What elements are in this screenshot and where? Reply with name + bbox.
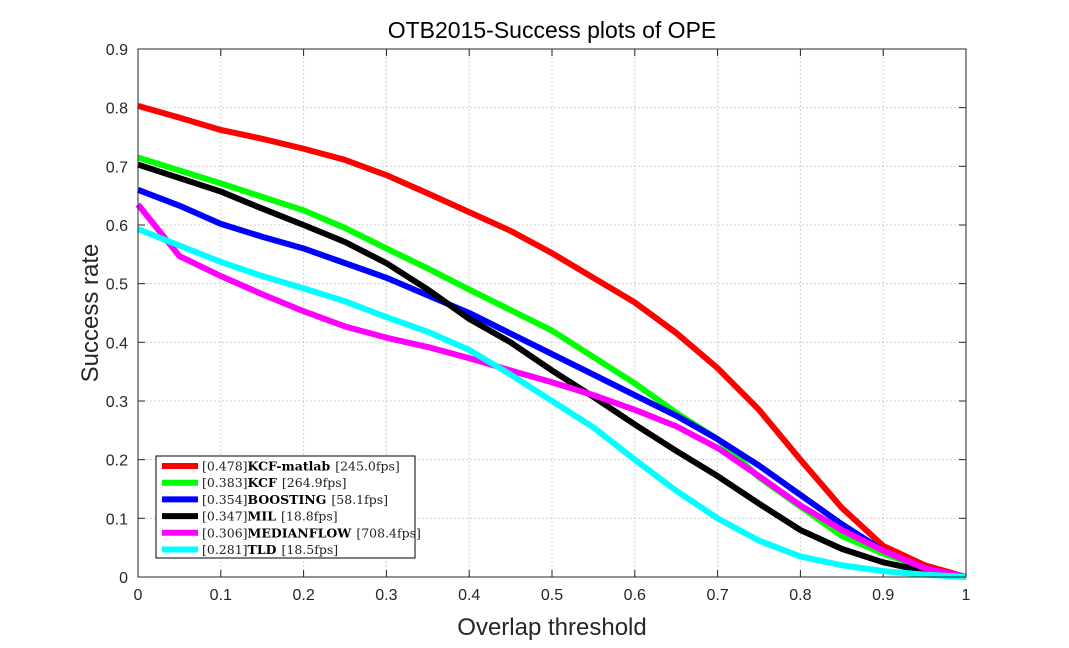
legend-name: BOOSTING	[248, 492, 327, 507]
y-tick-label: 0.4	[106, 335, 128, 352]
x-tick-label: 0.5	[541, 587, 563, 604]
legend-score: [0.354]	[202, 492, 248, 507]
y-tick-label: 0.2	[106, 453, 128, 470]
x-tick-label: 0	[134, 587, 143, 604]
series-line-tld	[136, 226, 967, 580]
legend-name: KCF-matlab	[248, 459, 331, 474]
legend-entry: [0.354]BOOSTING [58.1fps]	[202, 492, 388, 507]
series-line-kcf-matlab	[137, 103, 967, 580]
series-line-mil	[137, 161, 967, 580]
legend: [0.478]KCF-matlab [245.0fps] [0.383]KCF [26…	[155, 455, 421, 559]
series-line-boosting	[136, 186, 967, 580]
legend-fps: [708.4fps]	[356, 525, 421, 540]
legend-name: MIL	[248, 509, 277, 524]
x-tick-label: 0.9	[872, 587, 894, 604]
x-tick-label: 0.8	[789, 587, 811, 604]
series-line-kcf	[137, 154, 967, 580]
x-tick-label: 0.2	[292, 587, 314, 604]
legend-fps: [18.5fps]	[281, 542, 338, 557]
legend-fps: [264.9fps]	[282, 475, 347, 490]
legend-score: [0.281]	[202, 542, 248, 557]
series-line-medianflow	[135, 202, 967, 580]
x-tick-label: 0.6	[624, 587, 646, 604]
legend-score: [0.306]	[202, 525, 248, 540]
y-axis-label: Success rate	[77, 244, 104, 383]
legend-fps: [18.8fps]	[281, 509, 338, 524]
legend-box	[155, 455, 416, 559]
legend-entry: [0.383]KCF [264.9fps]	[202, 475, 347, 490]
legend-entry: [0.281]TLD [18.5fps]	[202, 542, 338, 557]
legend-entry: [0.478]KCF-matlab [245.0fps]	[202, 459, 400, 474]
y-tick-label: 0.6	[106, 218, 128, 235]
y-tick-label: 0.7	[106, 159, 128, 176]
x-tick-label: 0.1	[210, 587, 232, 604]
y-tick-label: 0.3	[106, 394, 128, 411]
plot-frame	[137, 48, 967, 578]
x-tick-label: 0.7	[706, 587, 728, 604]
x-axis-label: Overlap threshold	[457, 614, 646, 641]
x-tick-label: 0.3	[375, 587, 397, 604]
x-tick-label: 0.4	[458, 587, 480, 604]
x-tick-label: 1	[962, 587, 971, 604]
legend-entry: [0.306]MEDIANFLOW [708.4fps]	[202, 525, 421, 540]
legend-score: [0.383]	[202, 475, 248, 490]
y-tick-label: 0.9	[106, 42, 128, 59]
legend-entry: [0.347]MIL [18.8fps]	[202, 509, 338, 524]
y-tick-label: 0.1	[106, 511, 128, 528]
legend-score: [0.347]	[202, 509, 248, 524]
y-tick-label: 0	[119, 570, 128, 587]
y-tick-label: 0.5	[106, 277, 128, 294]
legend-name: KCF	[248, 475, 277, 490]
legend-fps: [58.1fps]	[331, 492, 388, 507]
legend-score: [0.478]	[202, 459, 248, 474]
legend-name: MEDIANFLOW	[248, 525, 353, 540]
y-tick-label: 0.8	[106, 101, 128, 118]
legend-fps: [245.0fps]	[335, 459, 400, 474]
legend-name: TLD	[248, 542, 277, 557]
chart-title: OTB2015-Success plots of OPE	[388, 17, 717, 43]
